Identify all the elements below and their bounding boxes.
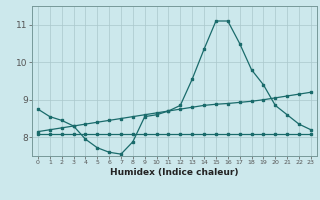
X-axis label: Humidex (Indice chaleur): Humidex (Indice chaleur) xyxy=(110,168,239,177)
